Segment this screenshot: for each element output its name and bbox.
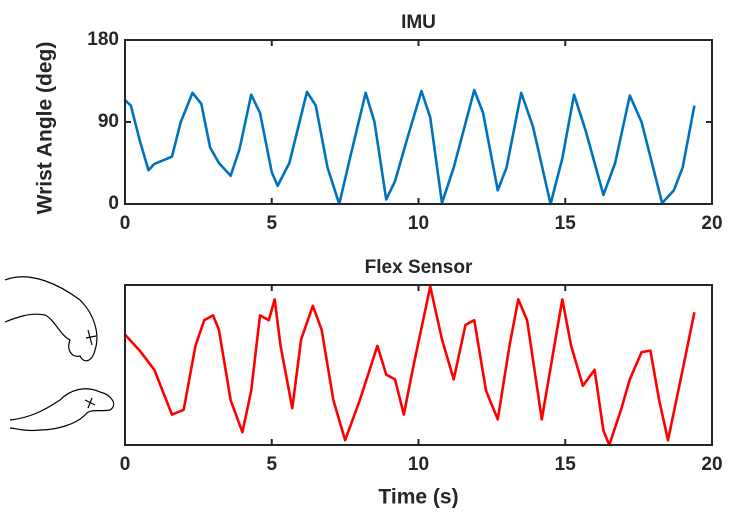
hand-detail [84, 397, 96, 409]
data-line [124, 285, 696, 447]
x-tick-label: 20 [701, 454, 722, 475]
y-tick-label: 0 [108, 193, 119, 214]
x-axis-label: Time (s) [378, 486, 458, 509]
data-line [124, 88, 696, 206]
x-tick-label: 15 [555, 454, 577, 475]
axes-box [124, 284, 713, 446]
x-tick-label: 15 [555, 213, 577, 234]
y-axis-label: Wrist Angle (deg) [34, 42, 57, 215]
x-tick-label: 10 [408, 454, 429, 475]
x-tick-label: 20 [701, 213, 722, 234]
x-tick-label: 5 [266, 454, 277, 475]
y-tick-label: 180 [87, 29, 119, 50]
hand-flexed [4, 276, 98, 362]
hand-extended [9, 388, 115, 432]
y-tick-label: 90 [98, 111, 119, 132]
x-tick-label: 0 [120, 454, 131, 475]
hand-illustration [4, 276, 115, 432]
chart-title: IMU [401, 12, 436, 33]
chart-title: Flex Sensor [365, 257, 473, 278]
x-tick-label: 5 [266, 213, 277, 234]
x-tick-label: 0 [120, 213, 131, 234]
x-tick-label: 10 [408, 213, 429, 234]
hand-detail [85, 329, 97, 346]
